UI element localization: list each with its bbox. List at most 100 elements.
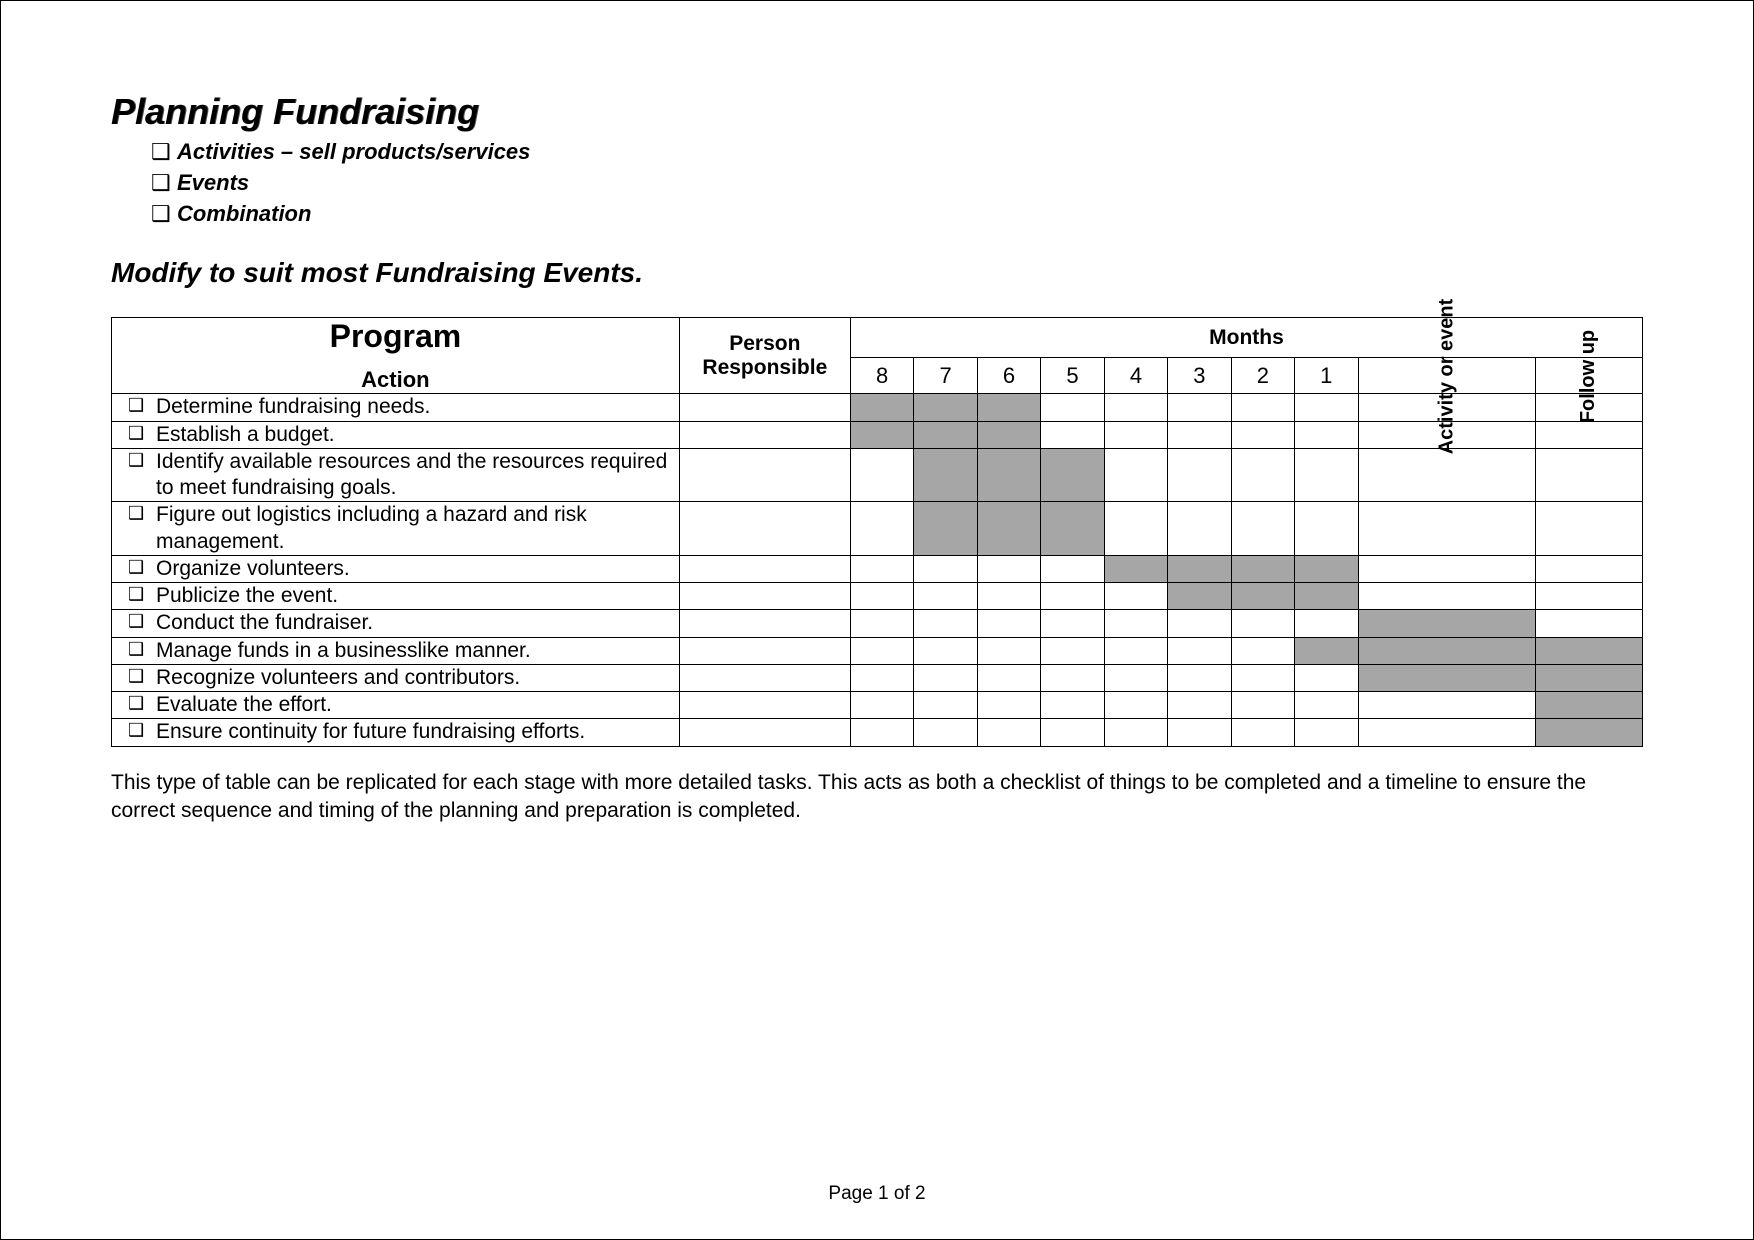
timeline-cell — [1295, 692, 1358, 719]
timeline-cell — [1231, 502, 1294, 556]
page-number: Page 1 of 2 — [1, 1183, 1753, 1205]
action-cell: ❑Manage funds in a businesslike manner. — [112, 637, 680, 664]
timeline-cell — [977, 394, 1040, 421]
person-cell — [679, 610, 850, 637]
timeline-cell — [1104, 448, 1167, 502]
timeline-cell — [1104, 637, 1167, 664]
timeline-cell — [1231, 664, 1294, 691]
checkbox-icon: ❑ — [128, 556, 156, 579]
person-cell — [679, 502, 850, 556]
timeline-cell — [850, 610, 913, 637]
table-row: ❑Ensure continuity for future fundraisin… — [112, 719, 1643, 746]
action-text: Determine fundraising needs. — [156, 394, 679, 420]
action-cell: ❑Establish a budget. — [112, 421, 680, 448]
table-row: ❑Identify available resources and the re… — [112, 448, 1643, 502]
checkbox-icon: ❑ — [128, 610, 156, 633]
timeline-cell — [914, 502, 977, 556]
table-head: Program Action Person Responsible Months… — [112, 318, 1643, 394]
timeline-cell — [977, 448, 1040, 502]
timeline-cell — [977, 610, 1040, 637]
timeline-cell — [914, 421, 977, 448]
action-cell: ❑Figure out logistics including a hazard… — [112, 502, 680, 556]
timeline-cell — [1104, 555, 1167, 582]
top-bullet-list: ❑Activities – sell products/services❑Eve… — [111, 137, 1643, 229]
top-bullet-item: ❑Activities – sell products/services — [151, 137, 1643, 168]
timeline-cell — [1358, 583, 1535, 610]
timeline-cell — [914, 583, 977, 610]
header-month-6: 6 — [977, 357, 1040, 394]
timeline-cell — [850, 583, 913, 610]
timeline-cell — [1295, 583, 1358, 610]
timeline-cell — [914, 637, 977, 664]
timeline-cell — [1358, 692, 1535, 719]
timeline-cell — [1168, 421, 1231, 448]
action-cell: ❑Identify available resources and the re… — [112, 448, 680, 502]
timeline-cell — [1104, 610, 1167, 637]
timeline-cell — [850, 664, 913, 691]
timeline-cell — [1168, 502, 1231, 556]
timeline-cell — [1536, 637, 1643, 664]
timeline-cell — [1295, 394, 1358, 421]
action-cell: ❑Recognize volunteers and contributors. — [112, 664, 680, 691]
timeline-cell — [1104, 421, 1167, 448]
action-text: Manage funds in a businesslike manner. — [156, 638, 679, 664]
action-text: Publicize the event. — [156, 583, 679, 609]
timeline-cell — [1295, 421, 1358, 448]
timeline-cell — [1536, 555, 1643, 582]
timeline-cell — [850, 637, 913, 664]
timeline-cell — [1231, 394, 1294, 421]
checkbox-icon: ❑ — [128, 665, 156, 688]
header-person: Person Responsible — [679, 318, 850, 394]
timeline-cell — [1041, 610, 1104, 637]
header-month-1: 1 — [1295, 357, 1358, 394]
action-text: Organize volunteers. — [156, 556, 679, 582]
subtitle: Modify to suit most Fundraising Events. — [111, 257, 1643, 289]
person-cell — [679, 394, 850, 421]
action-text: Evaluate the effort. — [156, 692, 679, 718]
planning-table: Program Action Person Responsible Months… — [111, 317, 1643, 746]
timeline-cell — [977, 692, 1040, 719]
timeline-cell — [1295, 719, 1358, 746]
header-program-action: Action — [361, 367, 429, 392]
person-cell — [679, 448, 850, 502]
timeline-cell — [1536, 664, 1643, 691]
timeline-cell — [1168, 555, 1231, 582]
timeline-cell — [1231, 448, 1294, 502]
top-bullet-label: Activities – sell products/services — [177, 139, 530, 164]
timeline-cell — [1168, 664, 1231, 691]
action-text: Conduct the fundraiser. — [156, 610, 679, 636]
timeline-cell — [1041, 664, 1104, 691]
table-row: ❑Publicize the event. — [112, 583, 1643, 610]
action-text: Figure out logistics including a hazard … — [156, 502, 679, 555]
action-text: Establish a budget. — [156, 422, 679, 448]
action-text: Recognize volunteers and contributors. — [156, 665, 679, 691]
timeline-cell — [1536, 692, 1643, 719]
timeline-cell — [977, 637, 1040, 664]
timeline-cell — [1104, 583, 1167, 610]
timeline-cell — [1041, 555, 1104, 582]
person-cell — [679, 637, 850, 664]
timeline-cell — [1104, 394, 1167, 421]
timeline-cell — [1041, 394, 1104, 421]
timeline-cell — [977, 421, 1040, 448]
checkbox-icon: ❑ — [128, 422, 156, 445]
timeline-cell — [1041, 719, 1104, 746]
checkbox-icon: ❑ — [151, 199, 177, 230]
timeline-cell — [1041, 421, 1104, 448]
timeline-cell — [977, 502, 1040, 556]
timeline-cell — [1231, 555, 1294, 582]
table-body: ❑Determine fundraising needs.❑Establish … — [112, 394, 1643, 746]
timeline-cell — [1295, 555, 1358, 582]
timeline-cell — [1295, 502, 1358, 556]
timeline-cell — [1231, 637, 1294, 664]
timeline-cell — [914, 555, 977, 582]
action-cell: ❑Conduct the fundraiser. — [112, 610, 680, 637]
checkbox-icon: ❑ — [128, 719, 156, 742]
timeline-cell — [1536, 448, 1643, 502]
timeline-cell — [1536, 502, 1643, 556]
timeline-cell — [850, 421, 913, 448]
action-cell: ❑Determine fundraising needs. — [112, 394, 680, 421]
person-cell — [679, 421, 850, 448]
timeline-cell — [1168, 448, 1231, 502]
timeline-cell — [850, 692, 913, 719]
